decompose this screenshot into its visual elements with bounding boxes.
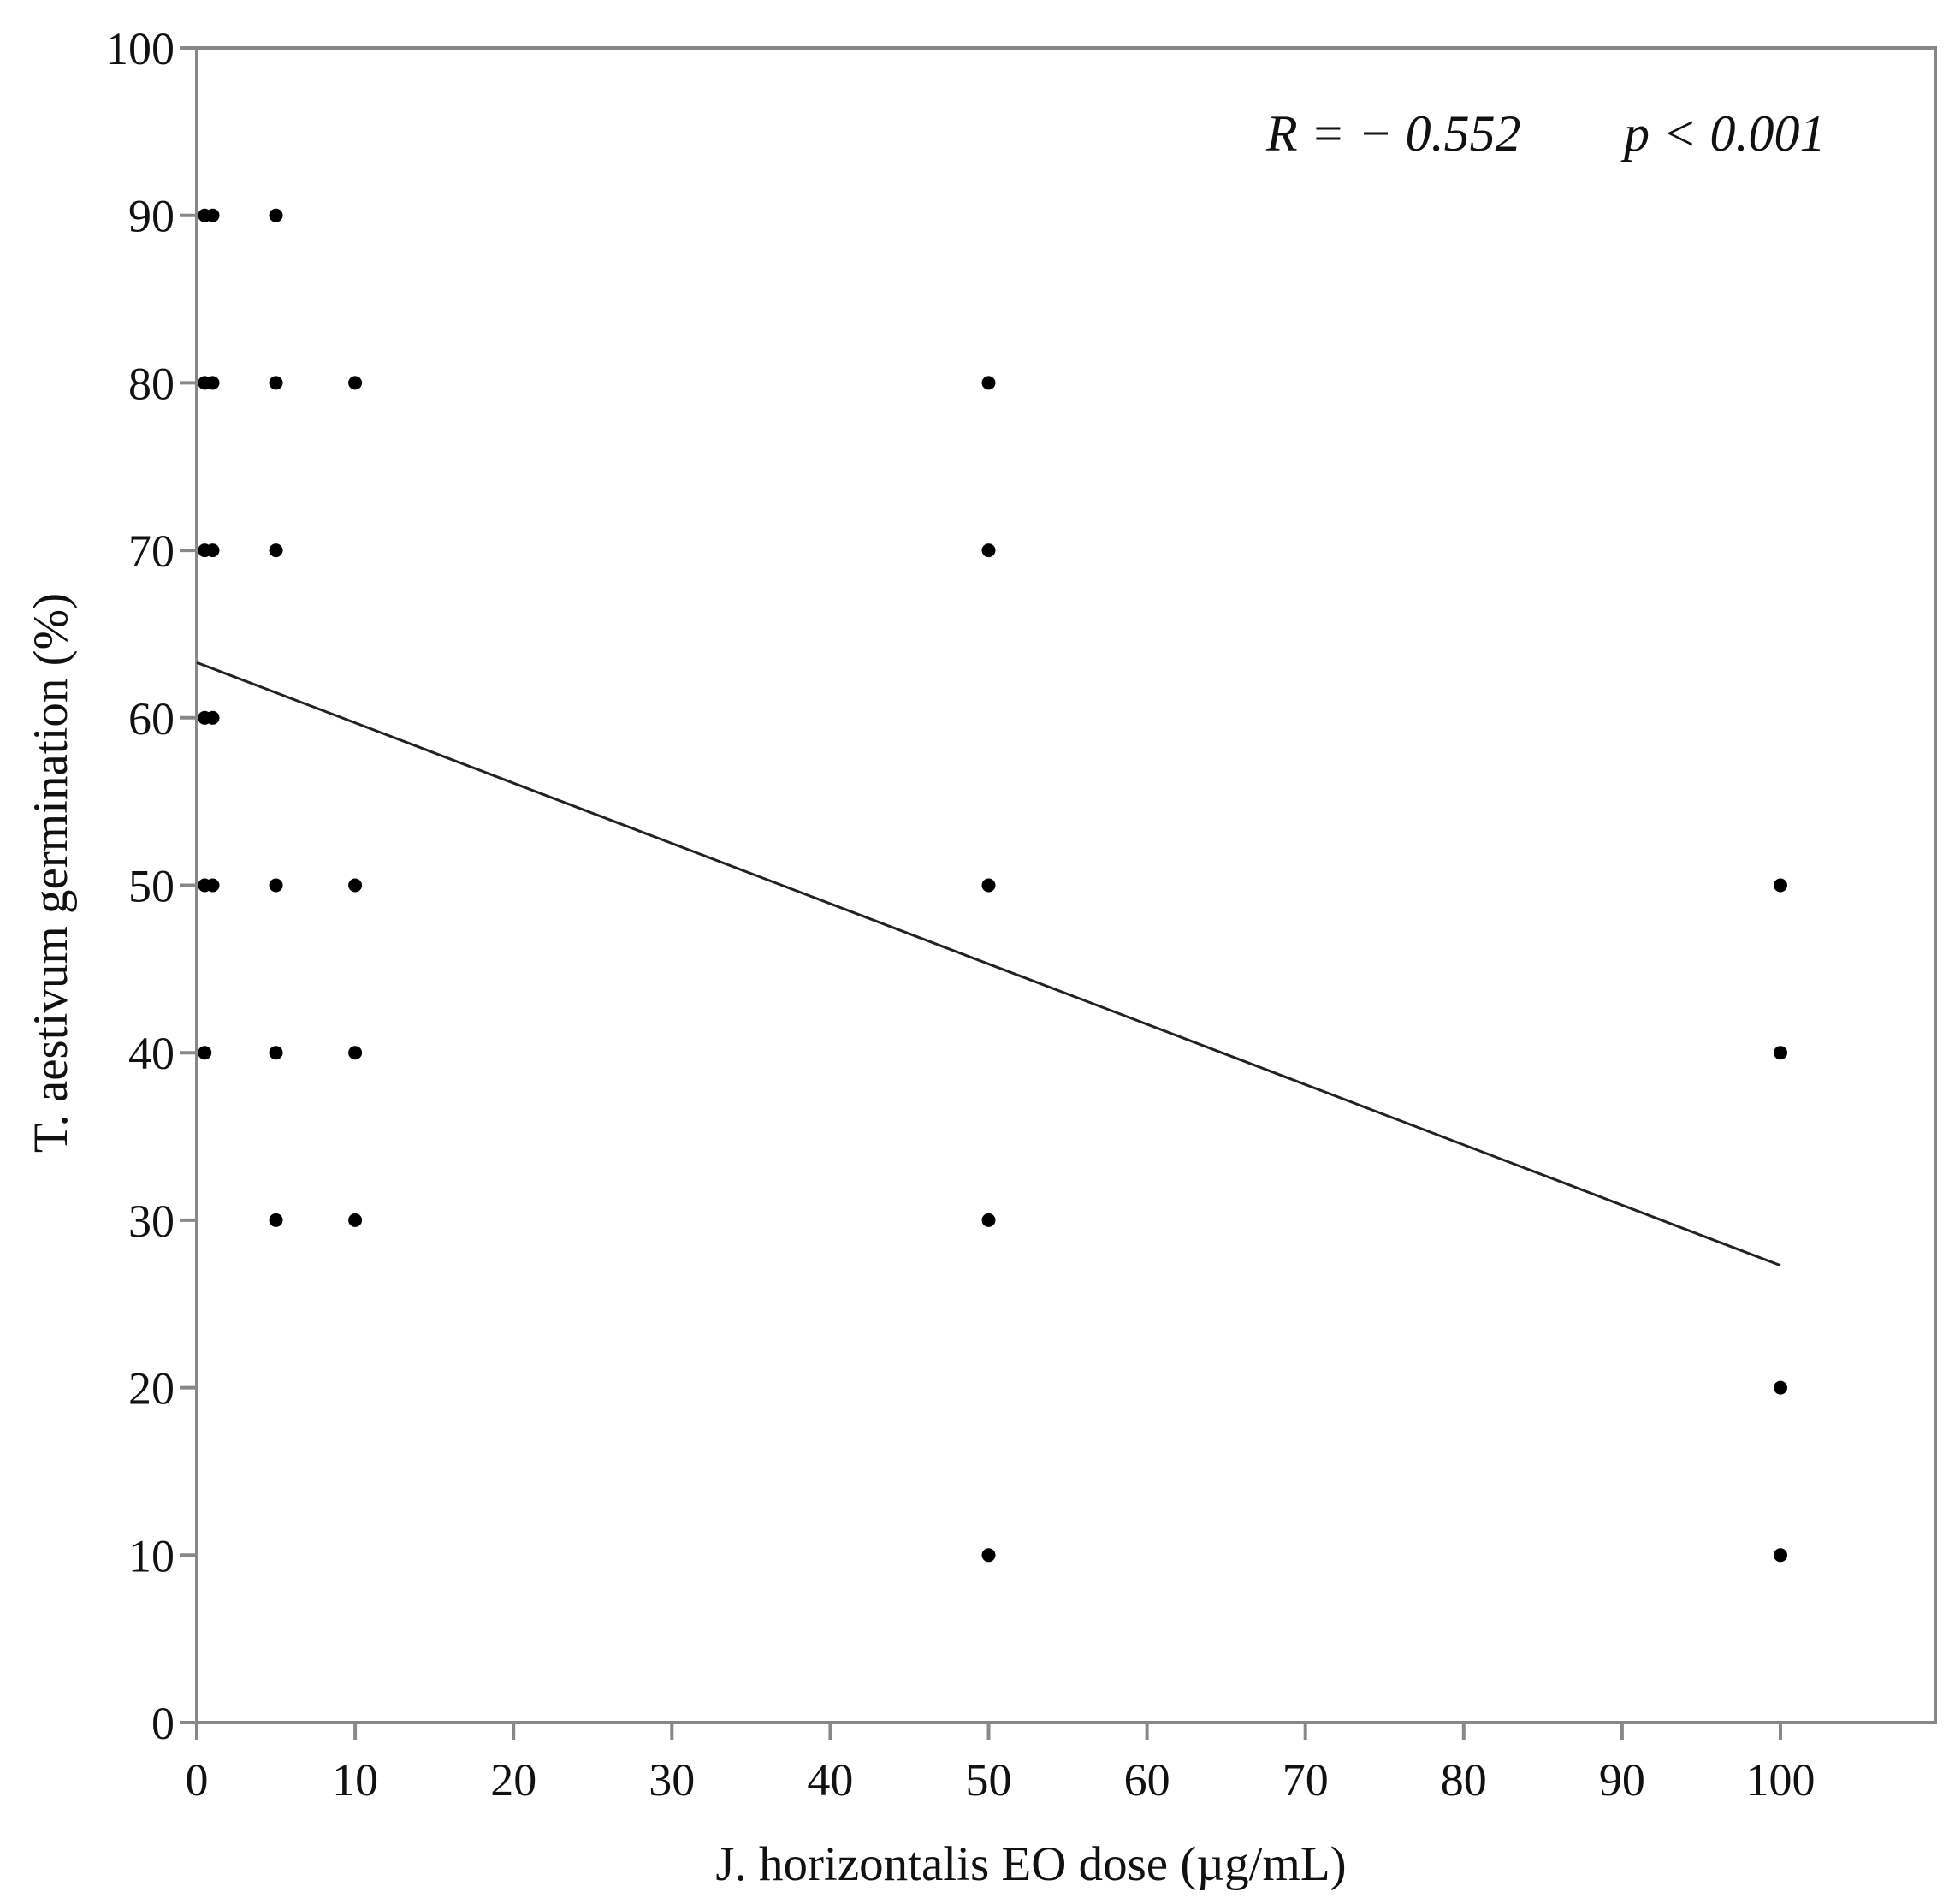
data-point — [981, 878, 996, 893]
y-tick-label: 60 — [128, 693, 175, 744]
data-point — [198, 1046, 212, 1060]
data-point — [205, 376, 220, 390]
regression-line-group — [196, 661, 1781, 1267]
data-point — [981, 1548, 996, 1563]
data-point — [1774, 1046, 1787, 1060]
data-point — [269, 1046, 283, 1060]
x-tick-label: 20 — [490, 1754, 536, 1806]
data-point — [269, 1213, 283, 1227]
y-tick-label: 50 — [128, 861, 175, 912]
x-tick-label: 0 — [186, 1754, 209, 1806]
y-axis-title: T. aestivum germination (%) — [24, 593, 78, 1153]
x-tick-label: 70 — [1283, 1754, 1329, 1806]
y-tick-label: 80 — [128, 358, 175, 409]
y-tick-label: 70 — [128, 525, 175, 577]
x-tick-label: 50 — [966, 1754, 1012, 1806]
y-tick-label: 30 — [128, 1195, 175, 1247]
y-tick-label: 40 — [128, 1028, 175, 1079]
data-point — [269, 543, 283, 558]
data-point — [269, 208, 283, 222]
data-point — [348, 1046, 363, 1060]
x-axis-title: J. horizontalis EO dose (µg/mL) — [715, 1837, 1346, 1891]
data-point — [981, 543, 996, 558]
y-axis-ticks: 0 10 20 30 40 50 60 70 80 90 100 — [105, 23, 197, 1749]
x-tick-label: 80 — [1441, 1754, 1487, 1806]
data-point — [981, 376, 996, 390]
data-point — [205, 710, 220, 725]
data-point — [1774, 878, 1787, 893]
data-point — [1774, 1380, 1787, 1395]
x-axis-ticks: 0 10 20 30 40 50 60 70 80 90 100 — [186, 1723, 1816, 1806]
data-point — [269, 376, 283, 390]
p-value-label: p < 0.001 — [1620, 105, 1826, 162]
correlation-annotation: R = − 0.552 p < 0.001 — [1265, 105, 1826, 162]
y-tick-label: 20 — [128, 1363, 175, 1415]
x-tick-label: 30 — [649, 1754, 695, 1806]
x-tick-label: 60 — [1124, 1754, 1170, 1806]
y-tick-label: 90 — [128, 191, 175, 242]
data-point — [981, 1213, 996, 1227]
plot-border — [195, 46, 1937, 1724]
x-tick-label: 100 — [1746, 1754, 1816, 1806]
y-tick-label: 100 — [105, 23, 175, 74]
data-point — [348, 878, 363, 893]
data-points — [198, 208, 1787, 1563]
data-point — [205, 208, 220, 222]
data-point — [205, 878, 220, 893]
x-tick-label: 40 — [807, 1754, 853, 1806]
regression-line — [196, 661, 1781, 1267]
data-point — [269, 878, 283, 893]
data-point — [1774, 1548, 1787, 1563]
x-tick-label: 90 — [1599, 1754, 1645, 1806]
y-tick-label: 10 — [128, 1530, 175, 1581]
data-point — [205, 543, 220, 558]
plot-frame — [195, 46, 1937, 1724]
x-tick-label: 10 — [332, 1754, 378, 1806]
data-point — [348, 376, 363, 390]
data-point — [348, 1213, 363, 1227]
y-tick-label: 0 — [151, 1698, 175, 1749]
r-value-label: R = − 0.552 — [1265, 105, 1521, 162]
